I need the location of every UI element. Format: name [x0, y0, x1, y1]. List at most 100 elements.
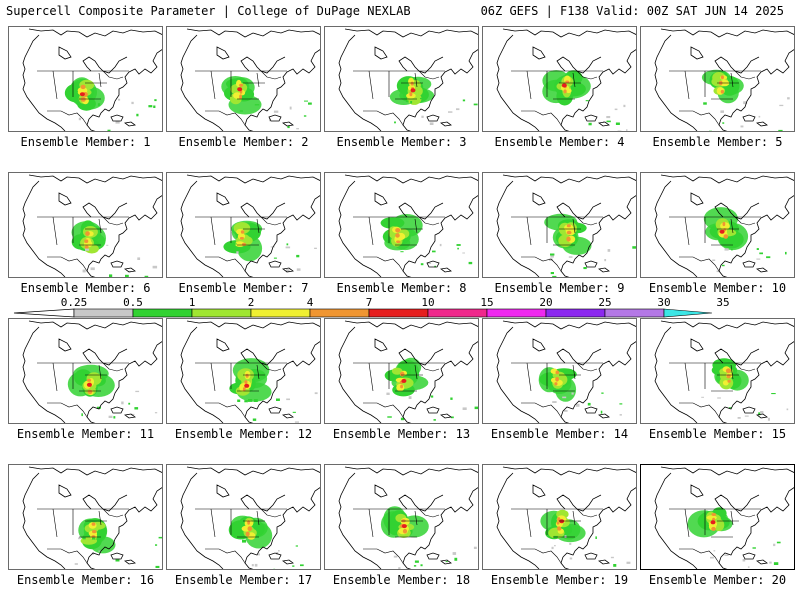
member-map	[22, 320, 162, 423]
ensemble-member-label: Ensemble Member: 18	[332, 573, 471, 587]
coastline	[180, 28, 320, 131]
political-borders	[511, 216, 603, 272]
member-map	[654, 466, 794, 569]
ensemble-member-panel[interactable]	[324, 464, 479, 570]
ensemble-member-panel[interactable]	[324, 172, 479, 278]
scp-field	[384, 357, 478, 421]
political-borders	[353, 362, 445, 418]
ensemble-member-panel[interactable]	[8, 172, 163, 278]
coastline	[496, 174, 636, 277]
coastline	[496, 320, 636, 423]
political-borders	[669, 508, 761, 564]
ensemble-member-panel[interactable]	[482, 318, 637, 424]
ensemble-member-label: Ensemble Member: 17	[174, 573, 313, 587]
ensemble-member-label: Ensemble Member: 16	[16, 573, 155, 587]
political-borders	[37, 508, 129, 564]
member-map	[338, 28, 478, 131]
coastline	[22, 174, 162, 277]
political-borders	[37, 216, 129, 272]
member-map	[654, 174, 794, 277]
ensemble-member-label: Ensemble Member: 2	[178, 135, 309, 149]
ensemble-member-panel[interactable]	[166, 172, 321, 278]
coastline	[180, 466, 320, 569]
ensemble-member-panel[interactable]	[8, 318, 163, 424]
political-borders	[195, 216, 287, 272]
colorbar-tick-label: 2	[248, 297, 255, 309]
ensemble-member-label: Ensemble Member: 12	[174, 427, 313, 441]
coastline	[338, 28, 478, 131]
ensemble-member-label: Ensemble Member: 9	[494, 281, 625, 295]
coastline	[180, 320, 320, 423]
member-map	[496, 174, 636, 277]
scp-field	[228, 515, 304, 569]
political-borders	[195, 362, 287, 418]
ensemble-member-panel[interactable]	[640, 172, 795, 278]
scp-field	[540, 509, 631, 567]
member-map	[496, 466, 636, 569]
colorbar-tick-label: 25	[598, 297, 611, 309]
political-borders	[37, 70, 129, 126]
ensemble-member-label: Ensemble Member: 13	[332, 427, 471, 441]
ensemble-member-panel[interactable]	[324, 318, 479, 424]
ensemble-member-label: Ensemble Member: 20	[648, 573, 787, 587]
political-borders	[195, 508, 287, 564]
ensemble-member-label: Ensemble Member: 3	[336, 135, 467, 149]
colorbar-segment	[368, 308, 429, 318]
political-borders	[353, 216, 445, 272]
scp-field	[538, 367, 623, 416]
political-borders	[669, 216, 761, 272]
colorbar-tick-label: 30	[657, 297, 670, 309]
political-borders	[669, 70, 761, 126]
ensemble-member-label: Ensemble Member: 15	[648, 427, 787, 441]
member-map	[338, 174, 478, 277]
colorbar-high-arrow	[663, 308, 713, 318]
colorbar-segment	[427, 308, 488, 318]
ensemble-member-panel[interactable]	[640, 26, 795, 132]
ensemble-member-panel[interactable]	[324, 26, 479, 132]
ensemble-member-panel[interactable]	[166, 318, 321, 424]
ensemble-member-label: Ensemble Member: 11	[16, 427, 155, 441]
ensemble-member-panel[interactable]	[640, 318, 795, 424]
member-map	[180, 174, 320, 277]
political-borders	[37, 362, 129, 418]
ensemble-member-panel[interactable]	[8, 26, 163, 132]
ensemble-member-label: Ensemble Member: 8	[336, 281, 467, 295]
scp-field	[71, 220, 158, 277]
colorbar-tick-label: 4	[307, 297, 314, 309]
ensemble-member-label: Ensemble Member: 1	[20, 135, 151, 149]
ensemble-member-panel[interactable]	[640, 464, 795, 570]
colorbar-tick-label: 20	[539, 297, 552, 309]
colorbar-segment	[604, 308, 665, 318]
political-borders	[195, 70, 287, 126]
colorbar-tick-label: 10	[421, 297, 434, 309]
political-borders	[511, 508, 603, 564]
coastline	[22, 320, 162, 423]
member-map	[180, 28, 320, 131]
colorbar-segment	[545, 308, 606, 318]
colorbar-segment	[486, 308, 547, 318]
ensemble-member-label: Ensemble Member: 5	[652, 135, 783, 149]
member-map	[496, 28, 636, 131]
ensemble-member-panel[interactable]	[166, 26, 321, 132]
coastline	[654, 320, 794, 423]
colorbar-segment	[309, 308, 370, 318]
ensemble-member-panel[interactable]	[482, 26, 637, 132]
member-map	[654, 320, 794, 423]
ensemble-member-panel[interactable]	[8, 464, 163, 570]
ensemble-member-label: Ensemble Member: 6	[20, 281, 151, 295]
ensemble-member-panel[interactable]	[166, 464, 321, 570]
ensemble-member-panel[interactable]	[482, 464, 637, 570]
colorbar-tick-label: 0.5	[123, 297, 143, 309]
coastline	[180, 174, 320, 277]
ensemble-member-panel[interactable]	[482, 172, 637, 278]
colorbar: 0.25 0.5 1 2 4 7 10 15 20 25 30 35	[13, 297, 730, 318]
coastline	[654, 174, 794, 277]
colorbar-segment	[132, 308, 193, 318]
colorbar-tick-label: 7	[366, 297, 373, 309]
scp-field	[64, 77, 157, 131]
scp-field	[703, 207, 787, 273]
member-map	[180, 320, 320, 423]
scp-field	[687, 507, 781, 568]
scp-field	[389, 76, 478, 125]
coastline	[654, 28, 794, 131]
